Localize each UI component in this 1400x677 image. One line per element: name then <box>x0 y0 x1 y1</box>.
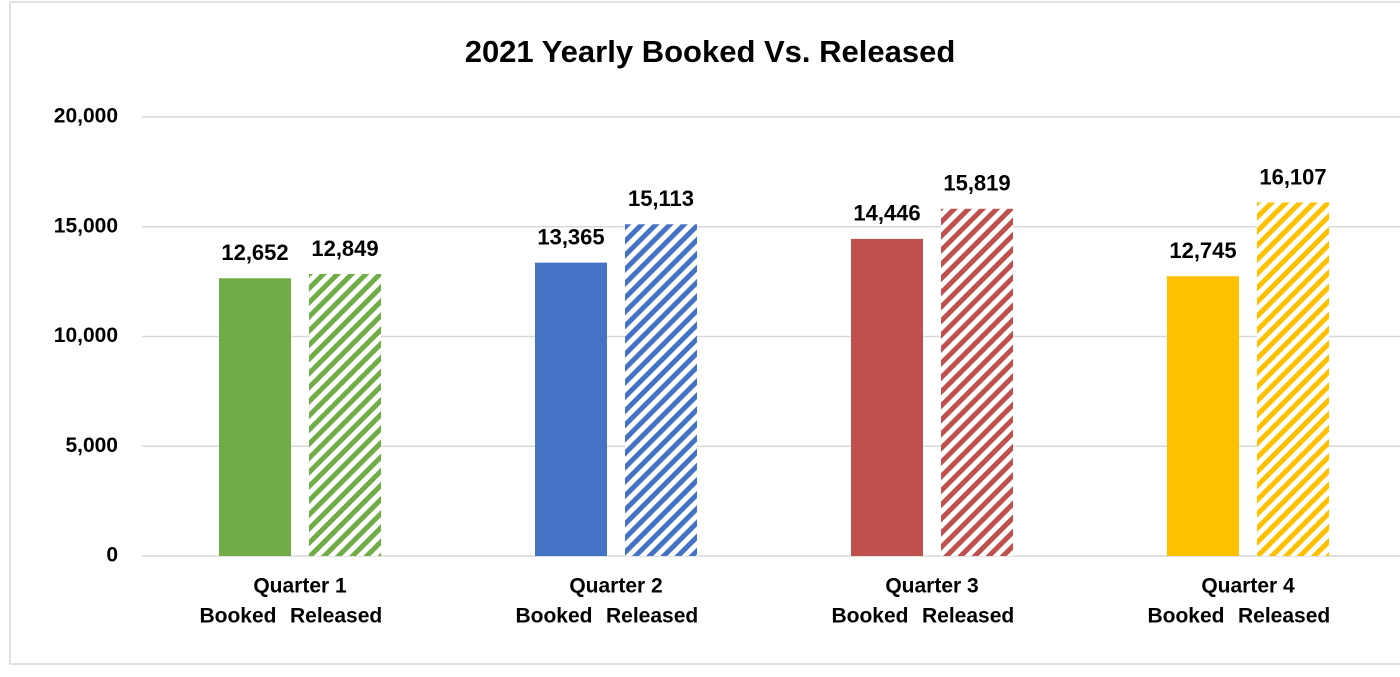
x-tick-label: Quarter 1 <box>253 575 347 598</box>
x-tick-label: Quarter 2 <box>569 575 662 598</box>
bar <box>1257 202 1329 556</box>
x-tick-label: Quarter 3 <box>885 575 978 598</box>
data-label: 16,107 <box>1259 164 1326 189</box>
y-tick-label: 0 <box>106 544 118 567</box>
data-label: 15,113 <box>628 186 694 211</box>
data-label: 14,446 <box>853 201 920 226</box>
data-label: 13,365 <box>537 224 604 249</box>
chart-title: 2021 Yearly Booked Vs. Released <box>465 34 956 69</box>
bar <box>941 208 1013 556</box>
x-tick-label: Quarter 4 <box>1201 575 1295 598</box>
y-tick-label: 20,000 <box>54 105 118 128</box>
bar <box>535 262 607 556</box>
bar <box>851 238 923 557</box>
series-label: Booked <box>515 605 592 628</box>
bar <box>1167 276 1239 556</box>
series-label: Released <box>922 605 1014 628</box>
series-label: Booked <box>831 605 908 628</box>
series-label: Released <box>1238 605 1330 628</box>
data-label: 12,652 <box>221 240 288 265</box>
series-label: Released <box>290 605 382 628</box>
bar <box>625 224 697 556</box>
bar <box>219 278 291 556</box>
y-tick-label: 15,000 <box>54 214 118 237</box>
data-label: 12,745 <box>1169 238 1236 263</box>
series-label: Released <box>606 605 698 628</box>
series-label: Booked <box>199 605 276 628</box>
y-tick-label: 10,000 <box>54 324 118 347</box>
data-label: 12,849 <box>311 236 378 261</box>
y-tick-label: 5,000 <box>65 434 118 457</box>
data-label: 15,819 <box>943 171 1010 196</box>
bar <box>309 273 381 556</box>
series-label: Booked <box>1147 605 1224 628</box>
